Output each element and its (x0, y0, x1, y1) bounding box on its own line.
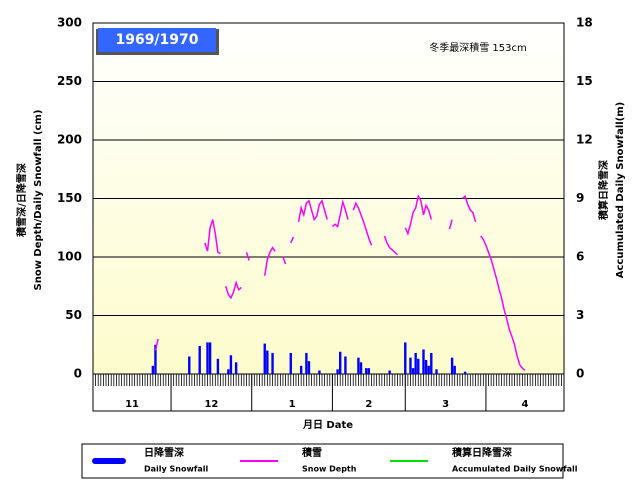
y-tick-label: 50 (65, 308, 82, 322)
legend-label: Accumulated Daily Snowfall (452, 465, 578, 474)
annotation: 冬季最深積雪 153cm (429, 41, 527, 54)
bar (417, 358, 420, 374)
title-box (98, 28, 216, 52)
legend-label: 積雪 (301, 446, 322, 459)
bar (422, 349, 425, 374)
bar (430, 352, 433, 374)
y2-label: 積算日降雪深 (597, 160, 610, 221)
bar (409, 357, 412, 374)
bar (234, 362, 238, 374)
y-tick-label: 250 (57, 74, 82, 88)
bar (229, 355, 233, 374)
bar (198, 345, 201, 374)
bar (289, 352, 292, 374)
x-tick-label: 11 (125, 399, 139, 410)
legend (81, 443, 564, 479)
bar (435, 369, 438, 374)
bar (266, 350, 269, 374)
bar (263, 343, 266, 374)
bar (336, 369, 339, 374)
legend-label: 日降雪深 (144, 446, 184, 459)
bar (411, 368, 415, 374)
legend-label: Snow Depth (302, 465, 357, 474)
bar (206, 342, 209, 374)
bar (299, 365, 303, 374)
bar (427, 365, 430, 374)
y2-tick-label: 0 (576, 367, 584, 381)
bar (404, 342, 407, 374)
y2-tick-label: 15 (576, 74, 593, 88)
bar (463, 371, 467, 374)
bar (388, 370, 391, 374)
bar (305, 352, 308, 374)
bar (188, 356, 191, 374)
bar (450, 357, 454, 374)
y-tick-label: 300 (57, 16, 82, 30)
bar (307, 361, 311, 374)
bar (414, 352, 417, 374)
bar (357, 357, 360, 374)
bar (344, 356, 347, 374)
x-tick-label: 3 (442, 399, 449, 410)
chart-title: 1969/1970 (115, 32, 198, 48)
bar (424, 359, 428, 374)
y2-tick-label: 9 (576, 191, 584, 205)
x-tick-label: 2 (365, 399, 372, 410)
x-tick-label: 12 (204, 399, 218, 410)
x-label: 月日 Date (302, 419, 353, 431)
y-tick-label: 0 (74, 367, 82, 381)
y2-tick-label: 18 (576, 16, 593, 30)
bar (339, 351, 342, 374)
y2-tick-label: 6 (576, 250, 584, 264)
bar (227, 369, 230, 374)
line (154, 194, 526, 372)
y2-tick-label: 12 (576, 133, 593, 147)
y-label: Snow Depth/Daily Snowfall (cm) (33, 110, 44, 291)
bar (208, 342, 212, 374)
bar (453, 365, 456, 374)
legend-label: 積算日降雪深 (451, 446, 512, 459)
legend-swatch (92, 458, 126, 464)
bar (271, 352, 274, 374)
y-label: 積雪深/日降雪深 (15, 163, 28, 238)
x-tick-label: 1 (289, 399, 296, 410)
y-tick-label: 150 (57, 191, 82, 205)
bar (154, 344, 157, 374)
bar (318, 370, 321, 374)
bar (365, 368, 368, 374)
y-tick-label: 200 (57, 133, 82, 147)
bar (359, 362, 363, 374)
bar (151, 365, 155, 374)
legend-label: Daily Snowfall (144, 465, 208, 474)
bar (216, 358, 220, 374)
x-tick-label: 4 (521, 399, 528, 410)
bar (367, 368, 371, 374)
y2-label: Accumulated Daily Snowfall(m) (615, 102, 626, 278)
y2-tick-label: 3 (576, 308, 584, 322)
y-tick-label: 100 (57, 250, 82, 264)
